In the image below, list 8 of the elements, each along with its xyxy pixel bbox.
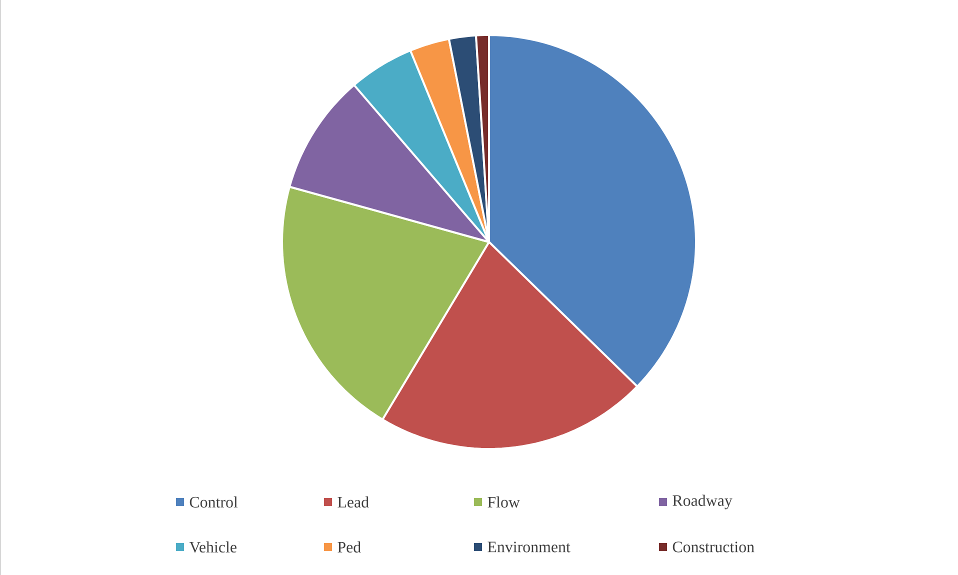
legend-label: Vehicle	[189, 541, 236, 553]
legend-label: Ped	[338, 541, 361, 553]
legend-label: Environment	[488, 542, 570, 552]
legend-label: Roadway	[672, 494, 732, 510]
legend-label: Control	[190, 496, 238, 508]
legend-label: Lead	[338, 496, 369, 508]
legend-label: Flow	[488, 496, 520, 508]
legend-label: Construction	[672, 542, 754, 552]
